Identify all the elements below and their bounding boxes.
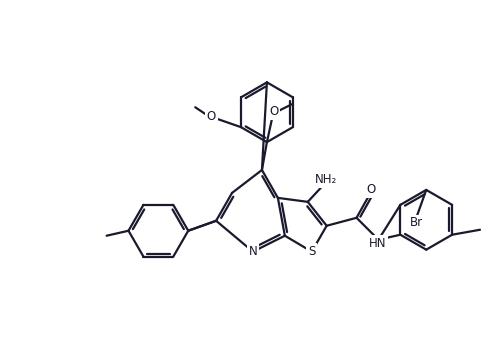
Text: O: O: [367, 183, 376, 196]
Text: HN: HN: [369, 237, 386, 250]
Text: S: S: [308, 245, 315, 258]
Text: O: O: [206, 110, 216, 123]
Text: Br: Br: [410, 216, 423, 229]
Text: NH₂: NH₂: [314, 174, 337, 186]
Text: O: O: [269, 105, 279, 118]
Text: N: N: [248, 245, 257, 258]
